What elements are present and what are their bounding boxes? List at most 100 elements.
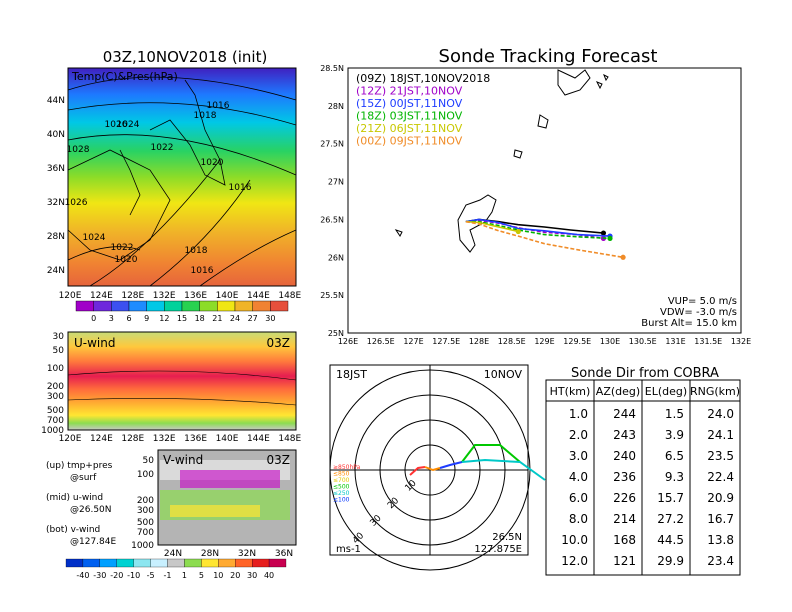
- table-cell: 24.1: [707, 428, 734, 442]
- v-y-tick: 1000: [131, 541, 154, 551]
- u-x-tick: 140E: [216, 434, 239, 444]
- v-wind-time: 03Z: [267, 453, 291, 467]
- wind-colorbar-tick: -30: [93, 571, 106, 580]
- v-y-tick: 50: [143, 456, 155, 466]
- wind-colorbar-swatch: [218, 558, 236, 568]
- track-param: Burst Alt= 15.0 km: [641, 318, 737, 329]
- temp-colorbar-ticks: 0 3 6 9 12 15 18 21 24 27 30: [91, 314, 275, 323]
- colorbar-tick: 0: [91, 314, 96, 323]
- u-wind-time: 03Z: [267, 336, 291, 350]
- hodograph-level-label: ≤700: [333, 477, 350, 484]
- table-cell: 244: [613, 407, 636, 421]
- track-lon-ticks: 126E 126.5E 127E 127.5E 128E 128.5E 129E 129.5E…: [338, 337, 751, 346]
- u-x-tick: 120E: [59, 434, 82, 444]
- track-lat-tick: 26N: [328, 253, 344, 262]
- table-cell: 168: [613, 533, 636, 547]
- track-lon-tick: 131.5E: [694, 337, 722, 346]
- u-x-tick: 136E: [184, 434, 207, 444]
- v-wind-panel: [157, 449, 297, 546]
- wind-colorbar-tick: -40: [76, 571, 89, 580]
- u-y-tick: 100: [47, 364, 64, 374]
- table-cell: 9.3: [665, 470, 684, 484]
- wind-colorbar-swatch: [167, 558, 185, 568]
- wind-colorbar-tick: 1: [182, 571, 187, 580]
- track-lat-tick: 26.5N: [320, 215, 344, 224]
- u-x-tick: 148E: [278, 434, 301, 444]
- wind-colorbar-swatch: [150, 558, 168, 568]
- u-y-tick: 300: [47, 392, 64, 402]
- colorbar-tick: 18: [195, 314, 205, 323]
- table-cell: 22.4: [707, 470, 734, 484]
- table-cell: 226: [613, 491, 636, 505]
- isobar-label: 1018: [185, 246, 208, 256]
- table-cell: 12.0: [561, 554, 588, 568]
- colorbar-swatch: [217, 300, 236, 312]
- table-cell: 2.0: [569, 428, 588, 442]
- track-legend-label: (12Z) 21JST,10NOV: [356, 85, 463, 98]
- wind-colorbar-ticks: -40 -30 -20 -10 -5 -1 1 5 10 20 30 40: [76, 571, 274, 580]
- track-lat-tick: 28.5N: [320, 64, 344, 73]
- v-wind-x-ticks: 24N 28N 32N 36N: [164, 549, 293, 559]
- u-y-tick: 700: [47, 416, 64, 426]
- wind-colorbar-swatch: [252, 558, 270, 568]
- u-x-tick: 124E: [90, 434, 113, 444]
- track-lon-tick: 130E: [600, 337, 620, 346]
- v-x-tick: 32N: [238, 549, 256, 559]
- colorbar-tick: 3: [109, 314, 114, 323]
- map-lon-tick: 124E: [90, 291, 113, 301]
- colorbar-tick: 6: [126, 314, 131, 323]
- table-header-cell: RNG(km): [690, 385, 740, 398]
- colorbar-swatch: [181, 300, 200, 312]
- colorbar-swatch: [75, 300, 94, 312]
- track-legend-label: (09Z) 18JST,10NOV2018: [356, 72, 490, 85]
- v-y-tick: 500: [137, 518, 154, 528]
- track-endpoint: [515, 228, 521, 235]
- table-cell: 3.0: [569, 449, 588, 463]
- map-lat-tick: 28N: [47, 232, 65, 242]
- table-cell: 29.9: [657, 554, 684, 568]
- track-legend-label: (21Z) 06JST,11NOV: [356, 122, 463, 135]
- map-lon-tick: 128E: [121, 291, 144, 301]
- map-subtitle: Temp(C)&Pres(hPa): [71, 70, 178, 83]
- map-lon-tick: 144E: [247, 291, 270, 301]
- wind-colorbar-tick: 5: [199, 571, 204, 580]
- tracking-title: Sonde Tracking Forecast: [439, 46, 658, 67]
- map-lat-tick: 40N: [47, 130, 65, 140]
- table-cell: 121: [613, 554, 636, 568]
- track-lon-tick: 129.5E: [563, 337, 591, 346]
- track-lat-tick: 27.5N: [320, 140, 344, 149]
- isobar-label: 1022: [111, 243, 134, 253]
- wind-colorbar-tick: -5: [147, 571, 155, 580]
- track-endpoint: [620, 254, 626, 260]
- map-lon-tick: 120E: [59, 291, 82, 301]
- isobar-label: 1020: [201, 158, 224, 168]
- panel-note: @26.50N: [70, 505, 112, 515]
- track-lon-tick: 132E: [731, 337, 751, 346]
- track-param: VUP= 5.0 m/s: [668, 296, 737, 307]
- colorbar-tick: 12: [159, 314, 169, 323]
- panel-note: (mid) u-wind: [46, 493, 103, 503]
- temp-map: [67, 67, 297, 287]
- colorbar-swatch: [199, 300, 218, 312]
- track-lon-tick: 126E: [338, 337, 358, 346]
- table-cell: 3.9: [665, 428, 684, 442]
- hodograph-level-label: ≤850: [333, 471, 350, 478]
- track-lon-tick: 126.5E: [367, 337, 395, 346]
- track-lon-tick: 130.5E: [629, 337, 657, 346]
- hodograph-level-label: ≤100: [333, 497, 350, 504]
- table-header-cell: EL(deg): [645, 385, 687, 398]
- track-lat-tick: 25.5N: [320, 291, 344, 300]
- table-cell: 44.5: [657, 533, 684, 547]
- wind-colorbar-tick: 40: [264, 571, 274, 580]
- colorbar-tick: 30: [265, 314, 275, 323]
- colorbar-tick: 24: [230, 314, 240, 323]
- map-title: 03Z,10NOV2018 (init): [103, 48, 268, 66]
- table-cell: 1.5: [665, 407, 684, 421]
- table-frame: [545, 379, 741, 576]
- isobar-label: 1016: [207, 101, 230, 111]
- track-lon-tick: 127.5E: [432, 337, 460, 346]
- v-y-tick: 200: [137, 496, 154, 506]
- isobar-label: 1016: [191, 266, 214, 276]
